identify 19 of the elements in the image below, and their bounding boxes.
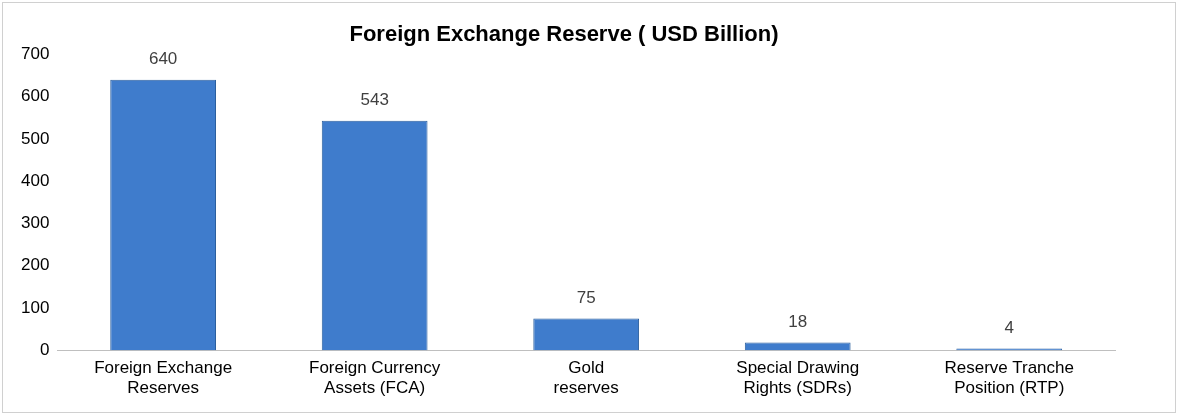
x-tick-label: Gold reserves xyxy=(553,358,619,398)
x-tick-label: Foreign Exchange Reserves xyxy=(94,358,233,398)
data-label: 75 xyxy=(576,287,596,307)
data-label: 4 xyxy=(1004,317,1014,337)
x-tick-label: Special Drawing Rights (SDRs) xyxy=(736,358,860,398)
y-tick-label: 400 xyxy=(20,170,50,190)
data-label: 18 xyxy=(788,311,808,331)
data-label: 543 xyxy=(360,89,389,109)
y-tick-label: 200 xyxy=(20,255,50,275)
x-tick-label: Reserve Tranche Position (RTP) xyxy=(944,358,1074,398)
y-tick-label: 600 xyxy=(20,86,50,106)
y-tick-label: 0 xyxy=(39,339,50,359)
y-tick-label: 100 xyxy=(20,297,50,317)
y-tick-label: 500 xyxy=(20,128,50,148)
y-tick-label: 700 xyxy=(20,44,50,64)
data-label: 640 xyxy=(148,48,178,68)
x-tick-label: Foreign Currency Assets (FCA) xyxy=(308,358,441,398)
chart-title: Foreign Exchange Reserve ( USD Billion) xyxy=(349,21,779,47)
y-tick-label: 300 xyxy=(20,213,50,233)
